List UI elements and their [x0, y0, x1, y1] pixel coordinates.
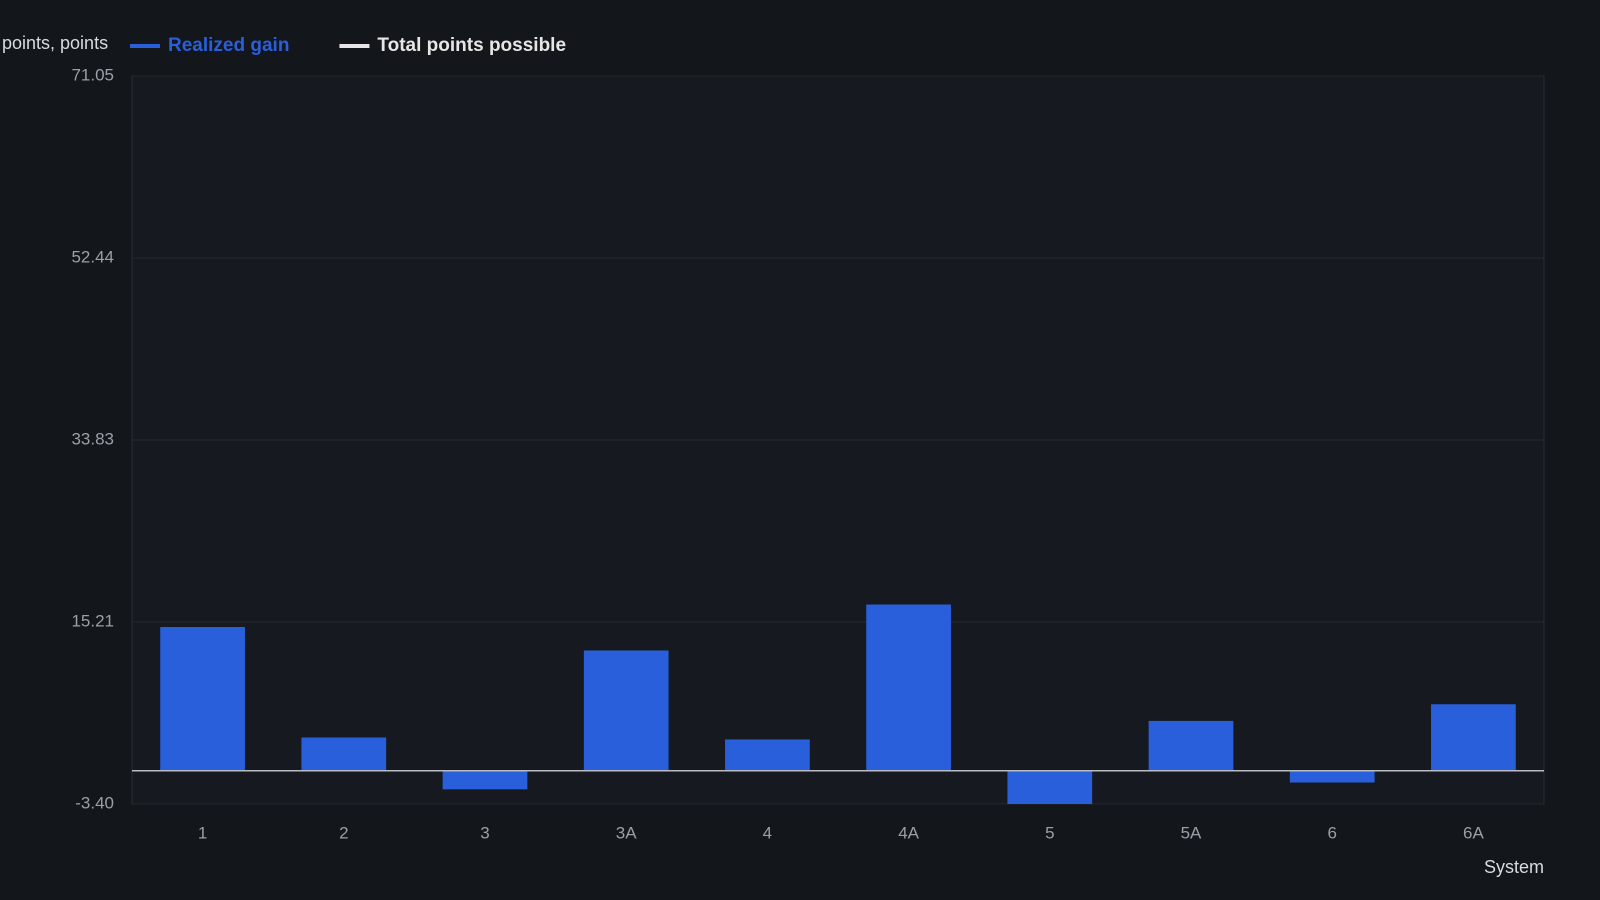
x-tick-label: 4 — [763, 823, 772, 842]
x-axis-label: System — [1484, 857, 1544, 877]
bar — [442, 770, 528, 790]
y-tick-label: 15.21 — [71, 612, 114, 631]
legend-label: Realized gain — [168, 35, 289, 56]
bar — [1148, 720, 1234, 771]
bar — [866, 604, 951, 771]
bar — [1289, 770, 1375, 783]
bar — [1007, 770, 1093, 804]
x-tick-label: 3 — [480, 823, 489, 842]
y-tick-label: 71.05 — [71, 65, 114, 84]
y-axis-label: points, points — [2, 33, 108, 53]
bar — [160, 627, 245, 771]
bar — [1431, 704, 1516, 771]
bar — [583, 650, 669, 771]
y-tick-label: 52.44 — [71, 247, 114, 266]
x-tick-label: 1 — [198, 823, 207, 842]
x-tick-label: 5 — [1045, 823, 1054, 842]
y-tick-label: 33.83 — [71, 429, 114, 448]
bar — [301, 737, 387, 771]
y-tick-label: -3.40 — [75, 793, 114, 812]
x-tick-label: 6 — [1327, 823, 1336, 842]
x-tick-label: 3A — [616, 823, 637, 842]
x-tick-label: 5A — [1181, 823, 1202, 842]
bar — [725, 739, 810, 771]
x-tick-label: 4A — [898, 823, 919, 842]
x-tick-label: 6A — [1463, 823, 1484, 842]
x-tick-label: 2 — [339, 823, 348, 842]
legend-label: Total points possible — [377, 35, 566, 56]
